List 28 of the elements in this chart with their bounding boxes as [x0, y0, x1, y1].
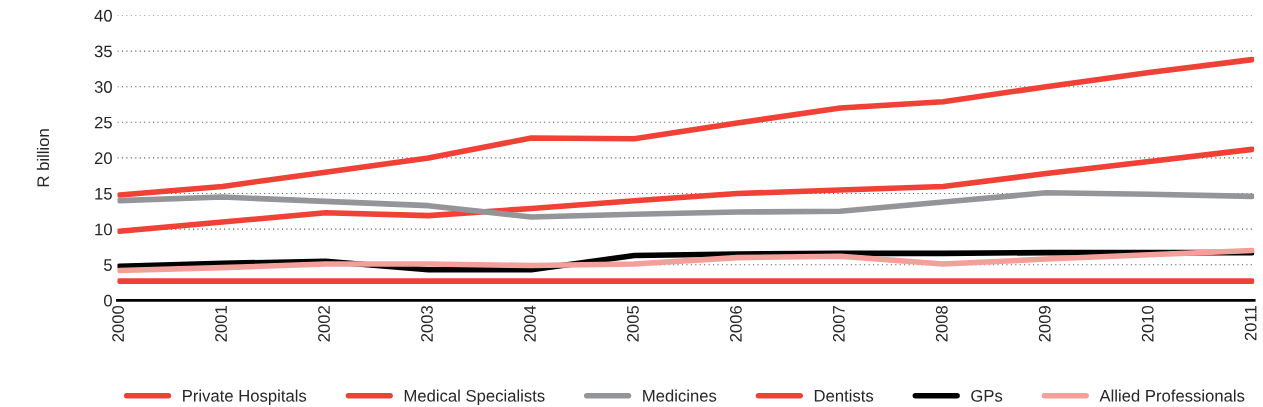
x-tick-label: 2011: [1244, 306, 1257, 341]
x-tick-label: 2007: [832, 306, 845, 342]
x-tick-label: 2008: [935, 305, 948, 342]
legend-label: Medicines: [643, 389, 717, 402]
y-axis-title: R billion: [36, 129, 50, 187]
legend-label: Private Hospitals: [183, 389, 307, 406]
y-tick-label: 20: [94, 152, 112, 165]
legend-label: Medical Specialists: [404, 389, 545, 406]
y-tick-label: 25: [94, 116, 112, 129]
x-tick-label: 2002: [318, 306, 330, 342]
legend-label: Allied Professionals: [1099, 389, 1245, 402]
y-tick-label: 35: [94, 45, 112, 58]
y-tick-label: 10: [95, 223, 112, 236]
y-tick-label: 30: [94, 81, 112, 93]
y-tick-label: 0: [103, 294, 112, 307]
x-tick-label: 2009: [1038, 306, 1051, 342]
x-tick-label: 2006: [729, 305, 742, 342]
y-tick-label: 5: [104, 259, 112, 271]
y-tick-label: 40: [94, 9, 112, 22]
x-tick-label: 2001: [215, 306, 227, 342]
x-tick-label: 2005: [627, 305, 639, 342]
x-tick-label: 2004: [524, 305, 536, 342]
x-tick-label: 2000: [112, 305, 124, 342]
legend-label: GPs: [971, 389, 1003, 402]
x-tick-label: 2010: [1141, 305, 1154, 342]
legend-label: Dentists: [814, 389, 874, 402]
x-tick-label: 2003: [421, 305, 433, 342]
y-tick-label: 15: [95, 188, 112, 200]
